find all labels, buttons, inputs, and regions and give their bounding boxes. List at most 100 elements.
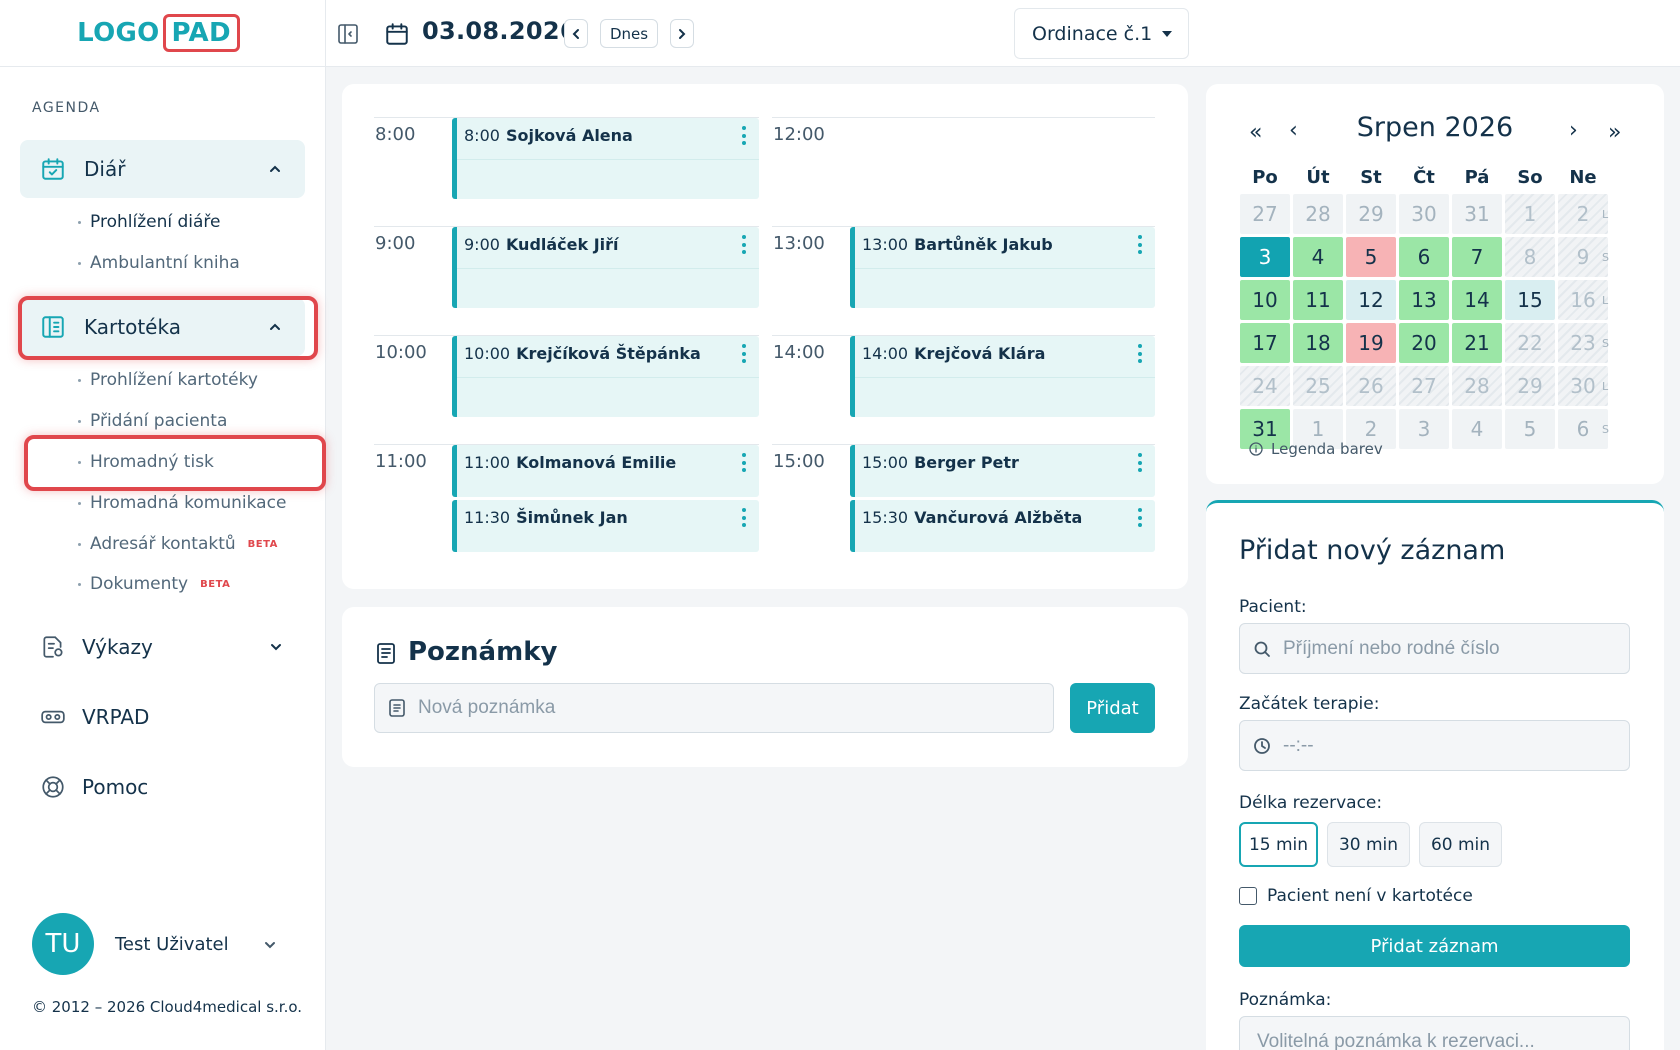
calendar-day[interactable]: 20 [1399,323,1449,363]
divider [457,267,759,269]
calendar-day[interactable]: 6 [1558,409,1608,449]
calendar-day[interactable]: 27 [1240,194,1290,234]
subnav-hromadny-tisk[interactable]: Hromadný tisk [78,452,214,472]
subnav-prohlizeni-kartoteky[interactable]: Prohlížení kartotéky [78,370,258,390]
not-in-file-checkbox[interactable] [1239,887,1257,905]
appointment-card[interactable]: 15:30 Vančurová Alžběta [850,500,1155,552]
calendar-day[interactable]: 4 [1452,409,1502,449]
more-vertical-icon[interactable] [1138,508,1142,527]
more-vertical-icon[interactable] [742,344,746,363]
calendar-day[interactable]: 5 [1505,409,1555,449]
calendar-day[interactable]: 28 [1293,194,1343,234]
nav-kartoteka[interactable]: Kartotéka [20,298,305,356]
office-select[interactable]: Ordinace č.1 [1014,8,1189,59]
more-vertical-icon[interactable] [742,508,746,527]
clock-icon [1254,737,1270,754]
more-vertical-icon[interactable] [742,126,746,145]
calendar-day[interactable]: 17 [1240,323,1290,363]
subnav-hromadna-komunikace[interactable]: Hromadná komunikace [78,493,286,513]
calendar-day[interactable]: 1 [1505,194,1555,234]
calendar-day[interactable]: 24 [1240,366,1290,406]
subnav-adresar-kontaktu[interactable]: Adresář kontaktů BETA [78,534,278,554]
appointment-card[interactable]: 14:00 Krejčová Klára [850,336,1155,417]
calendar-day[interactable]: 25 [1293,366,1343,406]
not-in-file-checkbox-row[interactable]: Pacient není v kartotéce [1239,886,1473,906]
current-date[interactable]: 03.08.2026 [422,17,577,45]
calendar-day[interactable]: 9 [1558,237,1608,277]
appointment-card[interactable]: 9:00 Kudláček Jiří [452,227,759,308]
subnav-prohlizeni-diare[interactable]: Prohlížení diáře [78,212,220,232]
calendar-day[interactable]: 11 [1293,280,1343,320]
duration-60-button[interactable]: 60 min [1419,822,1502,867]
prev-day-button[interactable] [564,19,588,48]
calendar-day[interactable]: 5 [1346,237,1396,277]
calendar-icon[interactable] [384,21,410,47]
calendar-day[interactable]: 30 [1399,194,1449,234]
next-day-button[interactable] [670,19,694,48]
nav-diar[interactable]: Diář [20,140,305,198]
calendar-day[interactable]: 30 [1558,366,1608,406]
subnav-ambulantni-kniha[interactable]: Ambulantní kniha [78,253,240,273]
calendar-day[interactable]: 14 [1452,280,1502,320]
next-month-button[interactable]: › [1569,118,1578,143]
nav-vykazy[interactable]: Výkazy [40,634,290,660]
calendar-day[interactable]: 15 [1505,280,1555,320]
appointment-card[interactable]: 11:30 Šimůnek Jan [452,500,759,552]
color-legend-link[interactable]: Legenda barev [1249,440,1383,458]
calendar-day[interactable]: 4 [1293,237,1343,277]
calendar-day[interactable]: 29 [1346,194,1396,234]
start-time-input[interactable] [1283,734,1613,757]
calendar-day[interactable]: 28 [1452,366,1502,406]
more-vertical-icon[interactable] [742,453,746,472]
calendar-day[interactable]: 12 [1346,280,1396,320]
calendar-day[interactable]: 13 [1399,280,1449,320]
calendar-day[interactable]: 22 [1505,323,1555,363]
prev-month-button[interactable]: ‹ [1289,118,1298,143]
nav-pomoc[interactable]: Pomoc [40,774,148,800]
duration-30-button[interactable]: 30 min [1327,822,1410,867]
reservation-note-input[interactable] [1257,1030,1617,1050]
more-vertical-icon[interactable] [742,235,746,254]
calendar-day[interactable]: 31 [1452,194,1502,234]
calendar-day[interactable]: 2 [1346,409,1396,449]
calendar-day[interactable]: 19 [1346,323,1396,363]
new-note-input[interactable] [418,697,1018,719]
appointment-card[interactable]: 15:00 Berger Petr [850,445,1155,497]
last-month-button[interactable]: » [1608,120,1622,145]
user-menu[interactable]: TU Test Uživatel [32,913,275,975]
calendar-day[interactable]: 31 [1240,409,1290,449]
appointment-card[interactable]: 13:00 Bartůněk Jakub [850,227,1155,308]
more-vertical-icon[interactable] [1138,453,1142,472]
add-record-button[interactable]: Přidat záznam [1239,925,1630,967]
calendar-day[interactable]: 29 [1505,366,1555,406]
nav-vrpad[interactable]: VRPAD [40,704,149,730]
calendar-day[interactable]: 1 [1293,409,1343,449]
calendar-day[interactable]: 16 [1558,280,1608,320]
calendar-day[interactable]: 27 [1399,366,1449,406]
calendar-day[interactable]: 8 [1505,237,1555,277]
calendar-day[interactable]: 10 [1240,280,1290,320]
calendar-day[interactable]: 6 [1399,237,1449,277]
calendar-day[interactable]: 21 [1452,323,1502,363]
appointment-card[interactable]: 10:00 Krejčíková Štěpánka [452,336,759,417]
calendar-day[interactable]: 23 [1558,323,1608,363]
patient-search-input[interactable] [1283,637,1613,660]
logo[interactable]: LOGO PAD [77,14,240,52]
subnav-dokumenty[interactable]: Dokumenty BETA [78,574,230,594]
calendar-day[interactable]: 18 [1293,323,1343,363]
first-month-button[interactable]: « [1249,120,1263,145]
appointment-card[interactable]: 8:00 Sojková Alena [452,118,759,199]
appointment-card[interactable]: 11:00 Kolmanová Emilie [452,445,759,497]
more-vertical-icon[interactable] [1138,344,1142,363]
calendar-day-selected[interactable]: 3 [1240,237,1290,277]
calendar-day[interactable]: 26 [1346,366,1396,406]
calendar-day[interactable]: 3 [1399,409,1449,449]
today-button[interactable]: Dnes [600,19,658,48]
duration-15-button[interactable]: 15 min [1239,822,1318,867]
subnav-pridani-pacienta[interactable]: Přidání pacienta [78,411,227,431]
sidebar-toggle-icon[interactable] [336,22,360,46]
calendar-day[interactable]: 7 [1452,237,1502,277]
add-note-button[interactable]: Přidat [1070,683,1155,733]
more-vertical-icon[interactable] [1138,235,1142,254]
calendar-day[interactable]: 2 [1558,194,1608,234]
